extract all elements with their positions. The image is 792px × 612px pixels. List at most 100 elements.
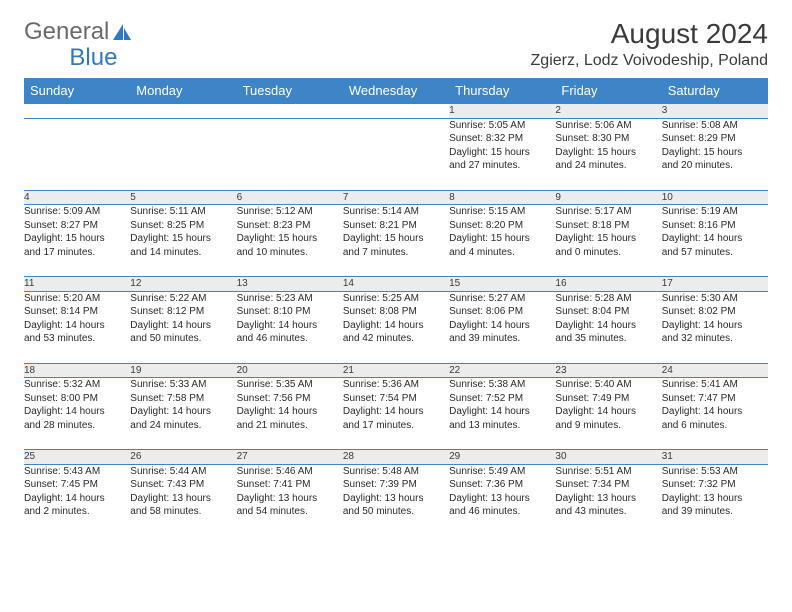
daylight-line2: and 2 minutes. <box>24 505 130 519</box>
day-cell <box>237 118 343 190</box>
day-cell: Sunrise: 5:35 AMSunset: 7:56 PMDaylight:… <box>237 378 343 450</box>
daylight-line2: and 32 minutes. <box>662 332 768 346</box>
sunrise-line: Sunrise: 5:30 AM <box>662 292 768 306</box>
day-number <box>343 104 449 119</box>
sunrise-line: Sunrise: 5:25 AM <box>343 292 449 306</box>
sunrise-line: Sunrise: 5:09 AM <box>24 205 130 219</box>
daylight-line2: and 17 minutes. <box>343 419 449 433</box>
day-number: 25 <box>24 450 130 465</box>
day-number: 30 <box>555 450 661 465</box>
daylight-line: Daylight: 14 hours <box>24 492 130 506</box>
day-cell <box>343 118 449 190</box>
day-number: 4 <box>24 190 130 205</box>
day-header: Thursday <box>449 78 555 104</box>
sunset-line: Sunset: 7:41 PM <box>237 478 343 492</box>
day-cell: Sunrise: 5:48 AMSunset: 7:39 PMDaylight:… <box>343 464 449 536</box>
daylight-line2: and 46 minutes. <box>237 332 343 346</box>
day-number: 2 <box>555 104 661 119</box>
daylight-line: Daylight: 14 hours <box>449 405 555 419</box>
sunset-line: Sunset: 8:06 PM <box>449 305 555 319</box>
sunrise-line: Sunrise: 5:08 AM <box>662 119 768 133</box>
daylight-line: Daylight: 15 hours <box>130 232 236 246</box>
day-cell: Sunrise: 5:06 AMSunset: 8:30 PMDaylight:… <box>555 118 661 190</box>
location: Zgierz, Lodz Voivodeship, Poland <box>531 52 768 70</box>
sunset-line: Sunset: 8:02 PM <box>662 305 768 319</box>
day-number <box>130 104 236 119</box>
daylight-line2: and 17 minutes. <box>24 246 130 260</box>
day-number: 18 <box>24 363 130 378</box>
sunrise-line: Sunrise: 5:32 AM <box>24 378 130 392</box>
daylight-line: Daylight: 14 hours <box>662 319 768 333</box>
day-header: Wednesday <box>343 78 449 104</box>
daylight-line: Daylight: 14 hours <box>130 319 236 333</box>
day-number: 1 <box>449 104 555 119</box>
sunrise-line: Sunrise: 5:14 AM <box>343 205 449 219</box>
sunrise-line: Sunrise: 5:51 AM <box>555 465 661 479</box>
daylight-line2: and 50 minutes. <box>343 505 449 519</box>
day-cell: Sunrise: 5:15 AMSunset: 8:20 PMDaylight:… <box>449 205 555 277</box>
sunset-line: Sunset: 8:32 PM <box>449 132 555 146</box>
day-cell: Sunrise: 5:23 AMSunset: 8:10 PMDaylight:… <box>237 291 343 363</box>
sunrise-line: Sunrise: 5:15 AM <box>449 205 555 219</box>
logo-sail-icon <box>111 22 133 42</box>
daylight-line2: and 24 minutes. <box>130 419 236 433</box>
sunrise-line: Sunrise: 5:44 AM <box>130 465 236 479</box>
daylight-line: Daylight: 14 hours <box>555 405 661 419</box>
daylight-line2: and 54 minutes. <box>237 505 343 519</box>
day-cell: Sunrise: 5:32 AMSunset: 8:00 PMDaylight:… <box>24 378 130 450</box>
day-cell: Sunrise: 5:27 AMSunset: 8:06 PMDaylight:… <box>449 291 555 363</box>
sunrise-line: Sunrise: 5:17 AM <box>555 205 661 219</box>
calendar-table: SundayMondayTuesdayWednesdayThursdayFrid… <box>24 78 768 536</box>
sunset-line: Sunset: 8:14 PM <box>24 305 130 319</box>
day-number <box>237 104 343 119</box>
day-number: 5 <box>130 190 236 205</box>
daylight-line2: and 24 minutes. <box>555 159 661 173</box>
day-number: 11 <box>24 277 130 292</box>
day-cell: Sunrise: 5:05 AMSunset: 8:32 PMDaylight:… <box>449 118 555 190</box>
day-number-row: 18192021222324 <box>24 363 768 378</box>
daylight-line: Daylight: 14 hours <box>662 232 768 246</box>
day-number: 16 <box>555 277 661 292</box>
daylight-line: Daylight: 14 hours <box>343 319 449 333</box>
day-cell: Sunrise: 5:12 AMSunset: 8:23 PMDaylight:… <box>237 205 343 277</box>
daylight-line2: and 10 minutes. <box>237 246 343 260</box>
day-cell: Sunrise: 5:14 AMSunset: 8:21 PMDaylight:… <box>343 205 449 277</box>
day-cell: Sunrise: 5:22 AMSunset: 8:12 PMDaylight:… <box>130 291 236 363</box>
day-number: 17 <box>662 277 768 292</box>
day-number: 27 <box>237 450 343 465</box>
sunset-line: Sunset: 7:52 PM <box>449 392 555 406</box>
day-number-row: 123 <box>24 104 768 119</box>
daylight-line2: and 4 minutes. <box>449 246 555 260</box>
daylight-line: Daylight: 15 hours <box>237 232 343 246</box>
sunset-line: Sunset: 7:54 PM <box>343 392 449 406</box>
day-number: 21 <box>343 363 449 378</box>
day-number: 22 <box>449 363 555 378</box>
sunset-line: Sunset: 8:16 PM <box>662 219 768 233</box>
day-content-row: Sunrise: 5:32 AMSunset: 8:00 PMDaylight:… <box>24 378 768 450</box>
daylight-line: Daylight: 14 hours <box>237 405 343 419</box>
sunrise-line: Sunrise: 5:28 AM <box>555 292 661 306</box>
sunrise-line: Sunrise: 5:23 AM <box>237 292 343 306</box>
sunset-line: Sunset: 8:08 PM <box>343 305 449 319</box>
daylight-line2: and 53 minutes. <box>24 332 130 346</box>
day-header: Saturday <box>662 78 768 104</box>
sunset-line: Sunset: 8:21 PM <box>343 219 449 233</box>
daylight-line2: and 14 minutes. <box>130 246 236 260</box>
sunset-line: Sunset: 8:23 PM <box>237 219 343 233</box>
day-cell: Sunrise: 5:49 AMSunset: 7:36 PMDaylight:… <box>449 464 555 536</box>
daylight-line2: and 0 minutes. <box>555 246 661 260</box>
day-cell: Sunrise: 5:28 AMSunset: 8:04 PMDaylight:… <box>555 291 661 363</box>
daylight-line: Daylight: 15 hours <box>662 146 768 160</box>
sunset-line: Sunset: 7:32 PM <box>662 478 768 492</box>
daylight-line2: and 27 minutes. <box>449 159 555 173</box>
daylight-line: Daylight: 15 hours <box>343 232 449 246</box>
daylight-line2: and 21 minutes. <box>237 419 343 433</box>
day-cell: Sunrise: 5:25 AMSunset: 8:08 PMDaylight:… <box>343 291 449 363</box>
day-number-row: 11121314151617 <box>24 277 768 292</box>
sunset-line: Sunset: 7:43 PM <box>130 478 236 492</box>
sunrise-line: Sunrise: 5:06 AM <box>555 119 661 133</box>
daylight-line2: and 43 minutes. <box>555 505 661 519</box>
sunset-line: Sunset: 7:36 PM <box>449 478 555 492</box>
day-cell: Sunrise: 5:40 AMSunset: 7:49 PMDaylight:… <box>555 378 661 450</box>
day-number: 28 <box>343 450 449 465</box>
